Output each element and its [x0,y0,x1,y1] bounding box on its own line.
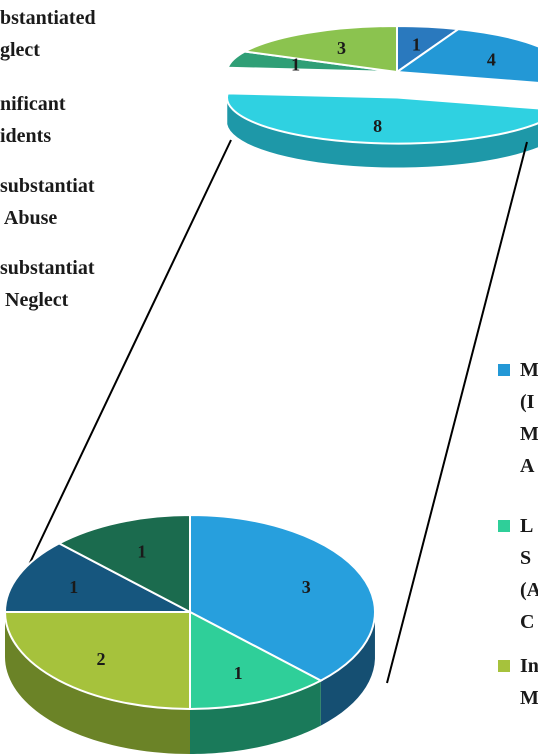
data-label: 1 [291,54,300,74]
data-label: 4 [487,50,496,70]
right-legend-entry: L S (A C [520,515,538,633]
pie-slice [189,610,323,711]
connector-line [386,141,528,684]
data-label: 2 [97,649,106,669]
right-legend-entry: In M [520,655,538,709]
pie-slice [3,542,191,613]
data-label: 3 [302,577,311,597]
data-label: 3 [337,38,346,58]
pie-slice-side [5,612,190,754]
pie-slice-side [190,680,321,754]
pie-slice [189,513,376,682]
legend-swatch [498,520,510,532]
left-legend-entry: bstantiated glect [0,7,96,61]
pie-slice [3,611,191,711]
pie-slice [226,92,538,145]
legend-swatch [498,364,510,376]
legend-swatch [498,660,510,672]
sub-pie: 3 1 2 1 1 [3,513,376,754]
pie-slice [394,28,538,84]
pie-slice [57,513,191,614]
connector-line [17,139,232,589]
right-legend-entry: M (I M A [520,359,538,477]
left-legend-entry: substantiat Abuse [0,175,95,229]
data-label: 1 [234,663,243,683]
data-label: 1 [137,541,146,561]
connector-lines [17,139,528,684]
pie-slice-side [320,613,375,726]
left-legend-entry: nificant idents [0,93,66,147]
data-label: 1 [69,577,78,597]
pie-slice-side [227,100,538,168]
pie-slice [241,24,398,74]
data-label: 8 [373,116,382,136]
data-label: 1 [412,34,421,54]
main-pie: 1 4 8 1 3 [226,24,538,168]
left-legend-entry: substantiat Neglect [0,257,95,311]
